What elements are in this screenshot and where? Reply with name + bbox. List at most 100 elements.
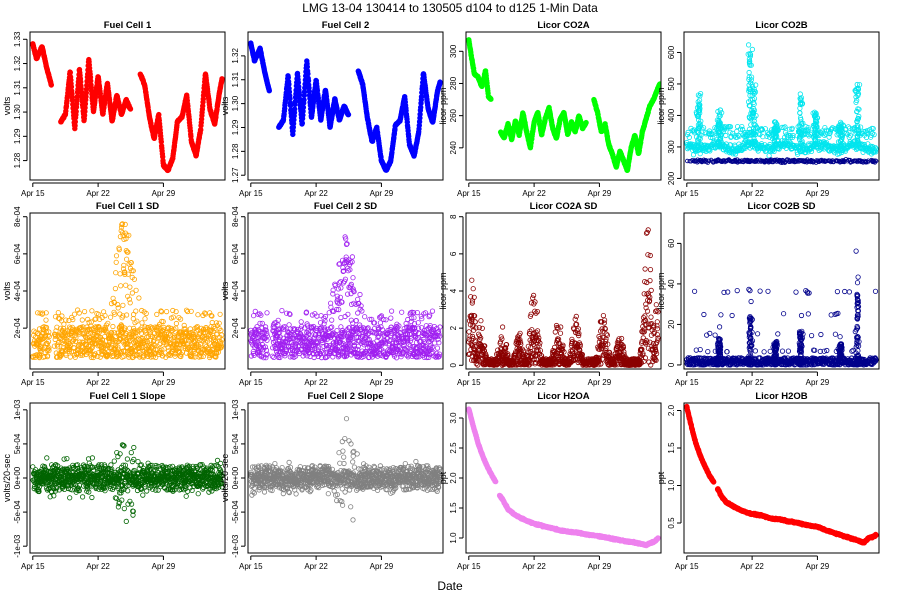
data-point	[259, 341, 265, 348]
data-point	[808, 148, 815, 154]
data-point	[105, 351, 111, 358]
data-point	[258, 312, 264, 318]
data-point	[746, 56, 753, 62]
data-point	[43, 310, 49, 316]
data-point	[734, 124, 741, 130]
data-point	[774, 144, 780, 150]
data-point	[800, 120, 806, 127]
data-point	[109, 335, 115, 341]
data-point	[694, 137, 701, 143]
data-point	[739, 124, 745, 130]
data-point	[657, 81, 661, 87]
data-point	[172, 334, 178, 340]
data-point	[76, 310, 82, 316]
data-point	[798, 116, 804, 123]
y-tick-label: 6e-04	[13, 243, 22, 264]
data-point	[295, 326, 301, 332]
data-point	[717, 107, 723, 113]
data-point	[118, 283, 124, 289]
data-point	[874, 158, 879, 164]
data-point	[388, 308, 395, 314]
data-point	[814, 142, 820, 148]
data-point	[870, 126, 876, 132]
data-point	[723, 132, 729, 139]
data-point	[125, 249, 131, 255]
licor-co2b-x-axis: Apr 15 Apr 22 Apr 29	[675, 182, 830, 198]
data-point	[116, 247, 122, 253]
data-point	[89, 345, 95, 351]
data-point	[283, 310, 290, 316]
data-point	[153, 354, 159, 360]
data-point	[346, 325, 353, 331]
data-point	[277, 334, 283, 340]
data-point	[357, 291, 363, 298]
data-point	[77, 339, 83, 345]
data-point	[837, 143, 844, 149]
data-point	[684, 132, 691, 138]
data-point	[696, 120, 703, 126]
data-point	[71, 311, 78, 317]
data-point	[715, 122, 722, 128]
data-point	[305, 71, 311, 77]
x-tick-label: Apr 22	[86, 189, 110, 198]
data-point	[329, 317, 335, 323]
data-point	[269, 353, 275, 359]
data-point	[213, 338, 219, 344]
data-point	[814, 131, 820, 137]
data-point	[100, 348, 106, 354]
data-point	[349, 332, 355, 338]
data-point	[67, 342, 73, 348]
figure-xlabel: Date	[437, 579, 463, 593]
data-point	[716, 143, 723, 149]
data-point	[355, 343, 361, 349]
data-point	[133, 329, 139, 336]
fuel-cell-1-sd-ylabel: volts	[2, 281, 12, 300]
data-point	[97, 354, 103, 360]
x-tick-label: Apr 15	[457, 189, 481, 198]
data-point	[157, 340, 163, 346]
data-point	[746, 69, 752, 76]
data-point	[251, 313, 257, 319]
data-point	[188, 308, 194, 314]
data-point	[315, 344, 322, 350]
data-point	[88, 319, 94, 325]
data-point	[789, 125, 795, 131]
fuel-cell-1-ylabel: volts	[2, 96, 12, 115]
data-point	[751, 141, 758, 147]
data-point	[685, 129, 691, 135]
data-point	[334, 306, 340, 313]
data-point	[133, 287, 139, 293]
data-point	[122, 271, 128, 277]
data-point	[124, 312, 130, 318]
data-point	[799, 133, 805, 139]
data-point	[80, 324, 86, 330]
data-point	[335, 286, 341, 292]
data-point	[330, 354, 336, 360]
data-point	[737, 126, 744, 132]
data-point	[715, 125, 722, 132]
data-point	[46, 345, 52, 351]
data-point	[209, 346, 216, 353]
data-point	[45, 332, 51, 338]
data-point	[127, 342, 134, 348]
licor-co2a-points	[466, 37, 661, 174]
data-point	[346, 343, 352, 349]
data-point	[259, 320, 265, 326]
y-tick-label: 1.32	[13, 55, 22, 71]
data-point	[63, 317, 69, 323]
data-point	[750, 111, 757, 117]
data-point	[108, 329, 115, 335]
data-point	[181, 322, 187, 328]
data-point	[41, 335, 47, 341]
fuel-cell-2-title: Fuel Cell 2	[322, 20, 370, 31]
data-point	[122, 325, 128, 331]
data-point	[323, 354, 329, 360]
data-point	[359, 308, 365, 314]
data-point	[854, 139, 860, 145]
data-point	[388, 324, 394, 330]
fuel-cell-2-ylabel: volts	[220, 96, 230, 115]
data-point	[780, 160, 786, 165]
